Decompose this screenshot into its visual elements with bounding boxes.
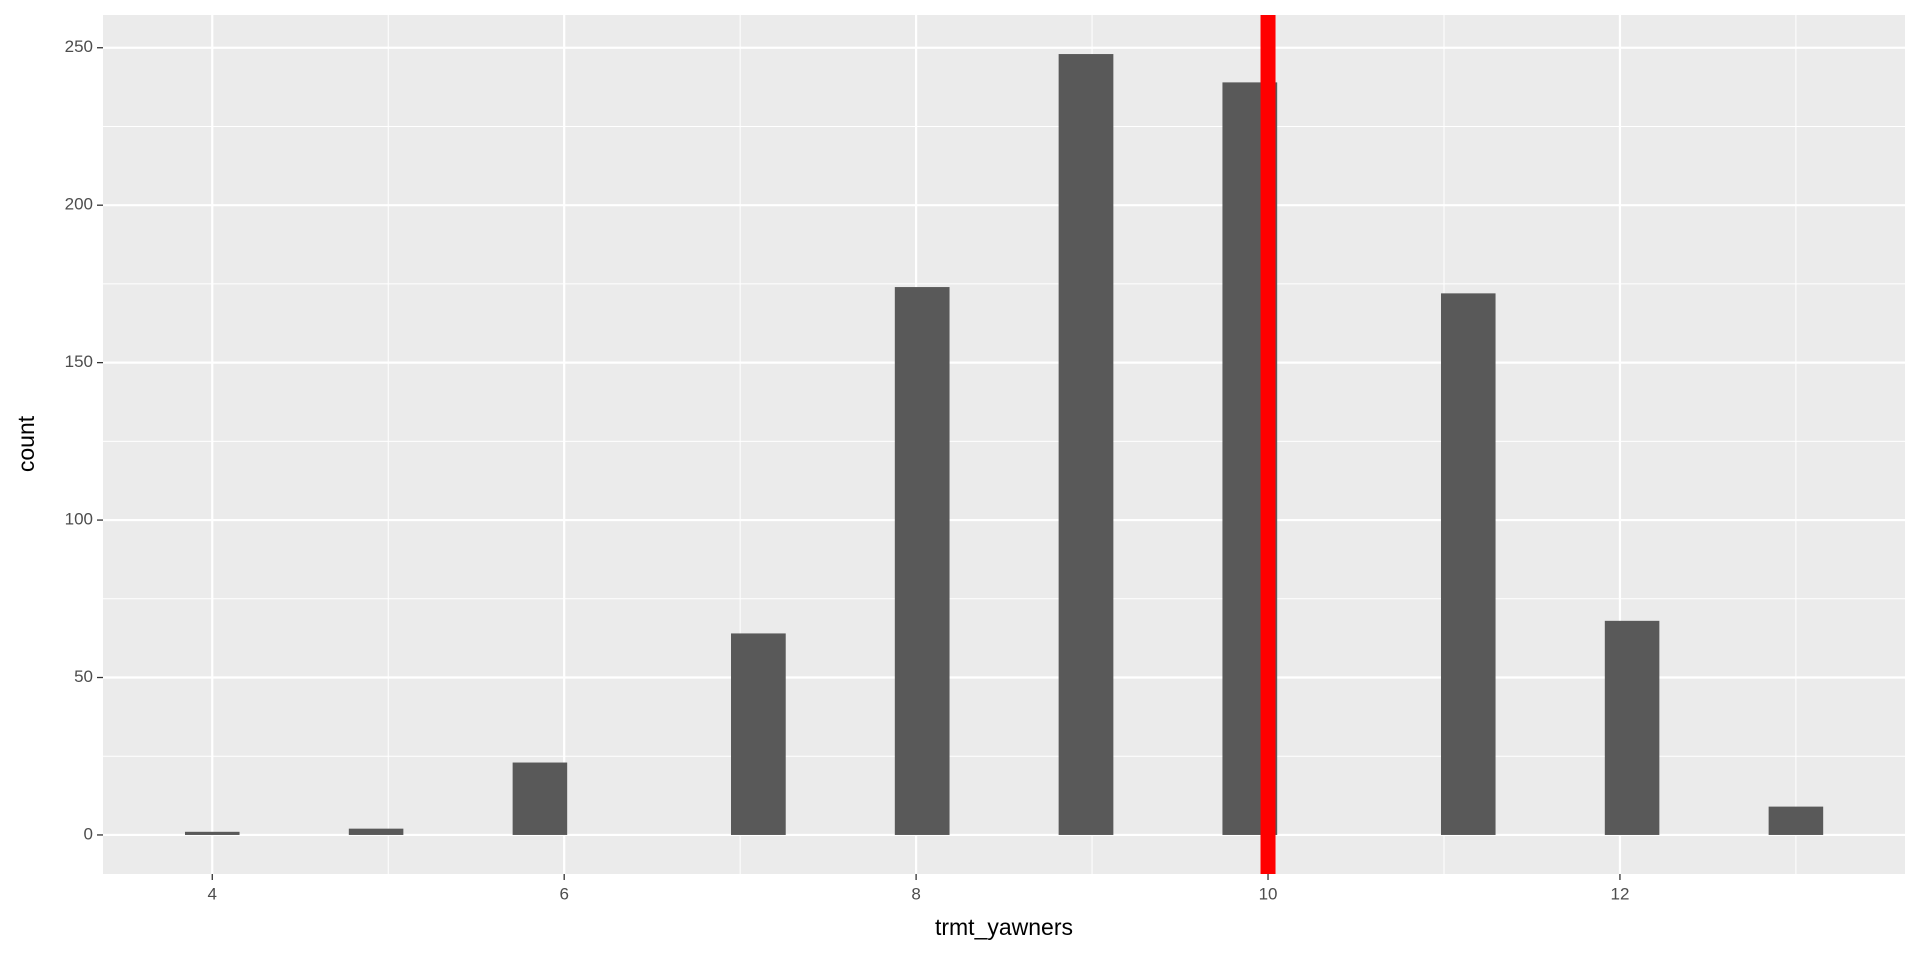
- y-tick-label: 150: [65, 352, 93, 371]
- bar: [184, 831, 240, 835]
- x-axis-title: trmt_yawners: [935, 914, 1073, 940]
- bar: [1768, 806, 1824, 835]
- x-tick-label: 10: [1259, 884, 1278, 903]
- bar: [730, 633, 786, 835]
- x-tick-label: 4: [208, 884, 217, 903]
- x-tick-label: 12: [1610, 884, 1629, 903]
- bar: [348, 828, 404, 835]
- y-tick-label: 0: [84, 824, 93, 843]
- x-tick-label: 6: [559, 884, 568, 903]
- panel: [103, 15, 1905, 874]
- bar: [894, 287, 950, 835]
- y-axis-title: count: [13, 415, 39, 472]
- y-tick-label: 100: [65, 510, 93, 529]
- y-tick-label: 50: [74, 667, 93, 686]
- y-tick-label: 200: [65, 195, 93, 214]
- bar: [1058, 54, 1114, 835]
- bar: [1440, 293, 1496, 835]
- y-tick-label: 250: [65, 37, 93, 56]
- x-tick-label: 8: [911, 884, 920, 903]
- bar: [512, 762, 568, 835]
- bar: [1604, 620, 1660, 835]
